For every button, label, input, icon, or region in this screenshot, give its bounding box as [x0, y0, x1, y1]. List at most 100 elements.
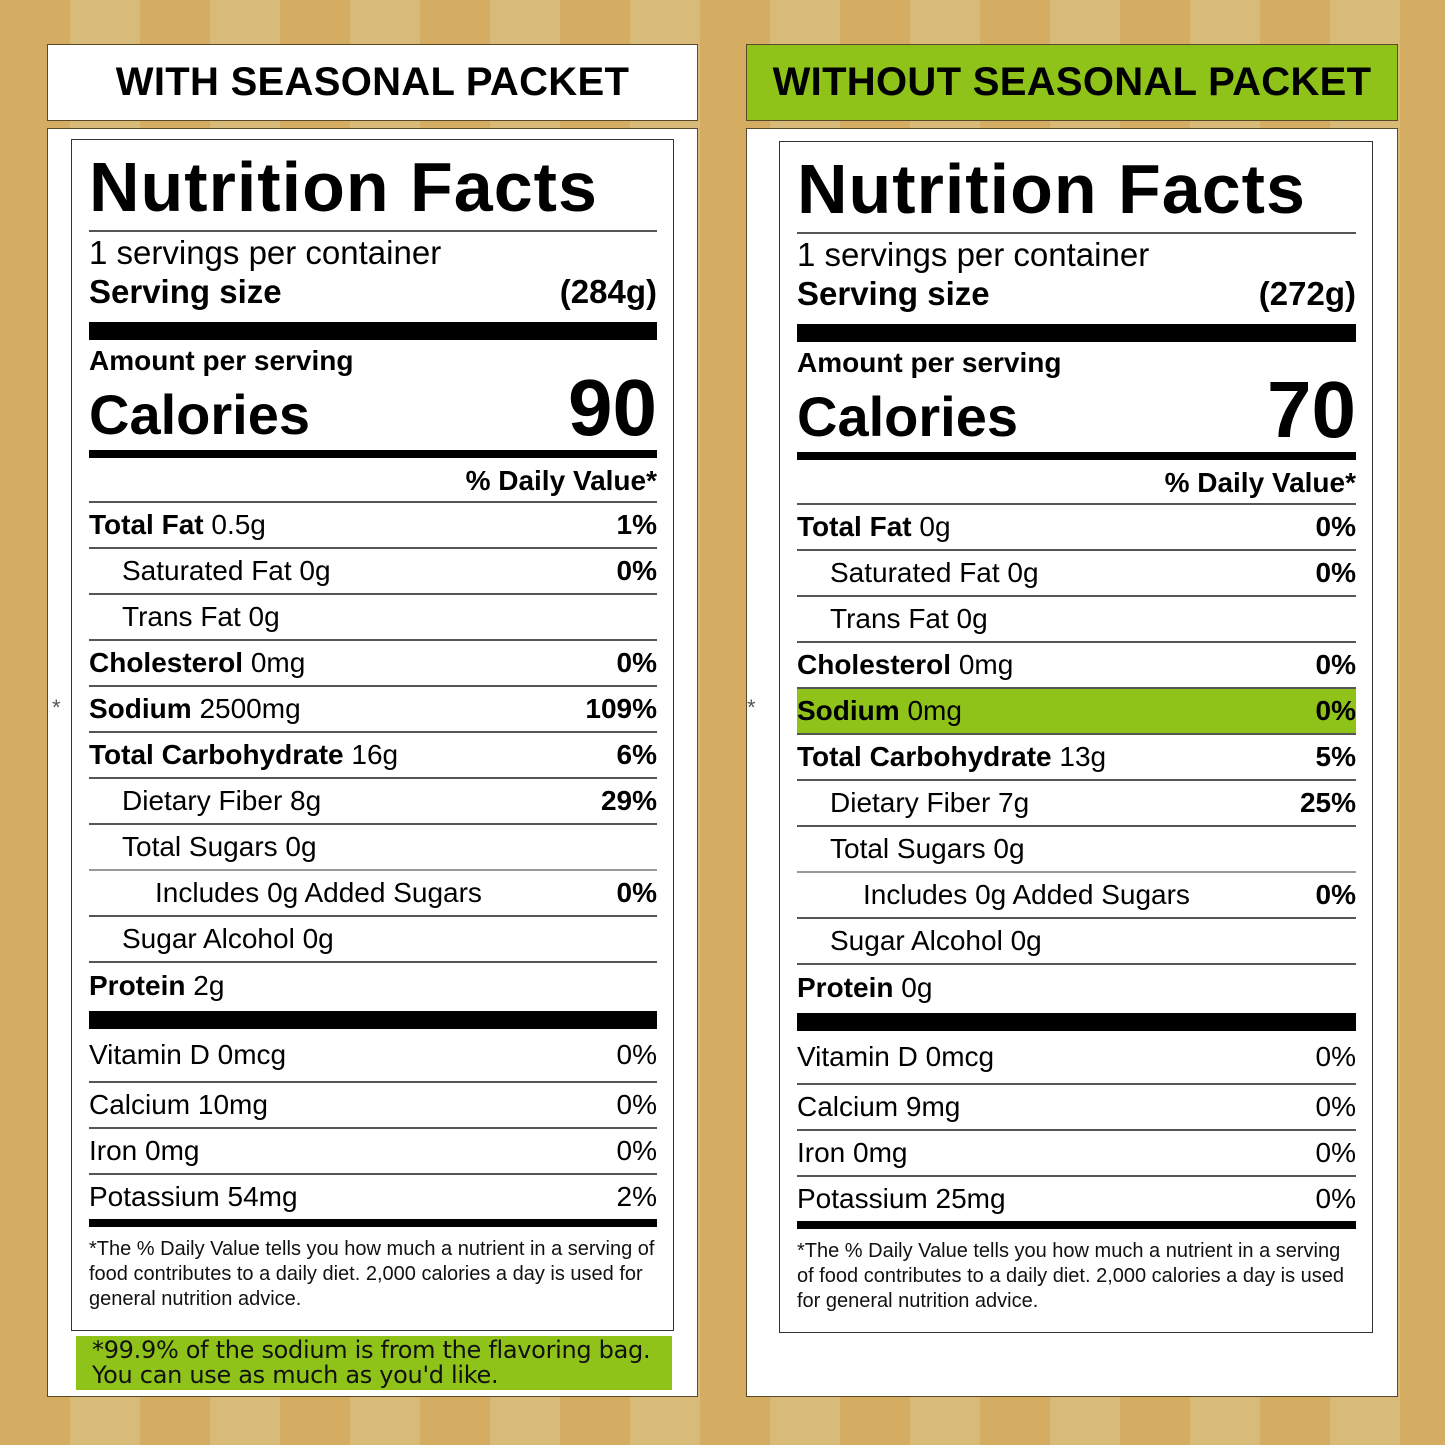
amount-per-serving: Amount per serving [89, 345, 354, 376]
row-sodium: Sodium 2500mg 109% [89, 687, 657, 733]
nutrient-name: Calcium 10mg [89, 1089, 268, 1120]
row-trans-fat: Trans Fat 0g [797, 597, 1356, 643]
row-potassium: Potassium 54mg 2% [89, 1175, 657, 1219]
nutrient-pct: 0% [1315, 557, 1356, 588]
nutrient-name: Protein [797, 972, 894, 1003]
nutrient-name: Cholesterol [89, 647, 244, 678]
row-saturated-fat: Saturated Fat 0g 0% [89, 549, 657, 595]
header-text: WITH SEASONAL PACKET [115, 60, 630, 104]
nutrition-label: Nutrition Facts 1 servings per container… [71, 139, 674, 1331]
calories-row: Calories 70 [797, 365, 1356, 454]
servings-per-container: 1 servings per container [797, 236, 1150, 273]
divider [797, 232, 1356, 234]
label-title: Nutrition Facts [797, 150, 1306, 228]
nutrient-name: Cholesterol [797, 649, 952, 680]
nutrient-pct: 2% [616, 1181, 657, 1212]
label-title: Nutrition Facts [89, 148, 598, 226]
nutrient-pct: 0% [1315, 649, 1356, 680]
panel-without-packet: * Nutrition Facts 1 servings per contain… [746, 128, 1398, 1397]
serving-size: Serving size (284g) [89, 272, 657, 312]
row-added-sugars: Includes 0g Added Sugars 0% [89, 871, 657, 917]
daily-value-footnote: *The % Daily Value tells you how much a … [89, 1238, 655, 1310]
row-calcium: Calcium 9mg 0% [797, 1085, 1356, 1131]
divider-thick [89, 322, 657, 340]
nutrient-name: Saturated Fat 0g [830, 557, 1039, 588]
calories-label: Calories [89, 383, 310, 446]
divider-thick [797, 324, 1356, 342]
row-sodium-highlighted: Sodium 0mg 0% [797, 689, 1356, 735]
nutrient-amount: 13g [1059, 741, 1107, 772]
serving-size-label: Serving size [797, 275, 990, 312]
nutrient-name: Trans Fat 0g [122, 601, 280, 632]
row-sugar-alcohol: Sugar Alcohol 0g [89, 917, 657, 963]
calories-value: 90 [568, 363, 657, 452]
row-calcium: Calcium 10mg 0% [89, 1083, 657, 1129]
nutrient-amount: 0mg [958, 649, 1014, 680]
row-protein: Protein 0g [797, 965, 1356, 1011]
daily-value-header: % Daily Value* [89, 461, 657, 503]
nutrient-pct: 0% [1315, 879, 1356, 910]
nutrient-amount: 0g [901, 972, 933, 1003]
row-dietary-fiber: Dietary Fiber 8g 29% [89, 779, 657, 825]
header-without-seasonal-packet: WITHOUT SEASONAL PACKET [746, 44, 1398, 121]
amount-per-serving: Amount per serving [797, 347, 1062, 378]
divider-medium [797, 452, 1356, 460]
nutrient-name: Sodium [89, 693, 192, 724]
row-iron: Iron 0mg 0% [89, 1129, 657, 1175]
nutrient-name: Potassium 54mg [89, 1181, 298, 1212]
serving-size: Serving size (272g) [797, 274, 1356, 314]
nutrient-pct: 0% [616, 877, 657, 908]
nutrient-amount: 2500mg [199, 693, 301, 724]
daily-value-header: % Daily Value* [797, 463, 1356, 505]
nutrient-pct: 0% [1315, 1091, 1356, 1122]
nutrient-name: Sodium [797, 695, 900, 726]
daily-value-footnote: *The % Daily Value tells you how much a … [797, 1240, 1345, 1312]
row-total-carbohydrate: Total Carbohydrate 16g 6% [89, 733, 657, 779]
nutrient-name: Total Carbohydrate [89, 739, 344, 770]
serving-size-value: (272g) [1258, 275, 1356, 312]
nutrient-amount: 0mg [907, 695, 962, 726]
nutrient-name: Vitamin D 0mcg [797, 1041, 995, 1072]
divider-medium [89, 1219, 657, 1227]
row-total-fat: Total Fat 0.5g 1% [89, 503, 657, 549]
calories-label: Calories [797, 385, 1018, 448]
sodium-note-line2: You can use as much as you'd like. [92, 1361, 499, 1389]
row-protein: Protein 2g [89, 963, 657, 1009]
row-sugar-alcohol: Sugar Alcohol 0g [797, 919, 1356, 965]
header-text: WITHOUT SEASONAL PACKET [772, 60, 1372, 104]
row-saturated-fat: Saturated Fat 0g 0% [797, 551, 1356, 597]
nutrient-name: Total Fat [89, 509, 204, 540]
nutrient-pct: 1% [616, 509, 657, 540]
nutrient-name: Sugar Alcohol 0g [122, 923, 334, 954]
divider-medium [89, 450, 657, 458]
nutrient-name: Includes 0g Added Sugars [863, 879, 1190, 910]
servings-per-container: 1 servings per container [89, 234, 442, 271]
nutrient-name: Iron 0mg [797, 1137, 908, 1168]
nutrient-name: Vitamin D 0mcg [89, 1039, 287, 1070]
nutrient-pct: 0% [616, 1039, 657, 1070]
nutrient-pct: 0% [616, 1135, 657, 1166]
nutrient-pct: 0% [1315, 1041, 1356, 1072]
nutrition-label: Nutrition Facts 1 servings per container… [779, 141, 1373, 1333]
nutrient-name: Total Carbohydrate [797, 741, 1052, 772]
row-total-sugars: Total Sugars 0g [797, 827, 1356, 873]
panel-with-packet: * Nutrition Facts 1 servings per contain… [47, 128, 698, 1397]
nutrient-pct: 29% [600, 785, 657, 816]
nutrient-pct: 0% [616, 647, 657, 678]
row-vitamin-d: Vitamin D 0mcg 0% [89, 1029, 657, 1083]
divider-medium [797, 1221, 1356, 1229]
nutrient-name: Includes 0g Added Sugars [155, 877, 482, 908]
nutrient-name: Total Sugars 0g [830, 833, 1025, 864]
calories-value: 70 [1267, 365, 1356, 454]
nutrient-name: Total Sugars 0g [122, 831, 317, 862]
nutrient-pct: 0% [1315, 1137, 1356, 1168]
nutrient-name: Potassium 25mg [797, 1183, 1006, 1214]
nutrient-pct: 0% [1315, 511, 1356, 542]
serving-size-value: (284g) [559, 273, 657, 310]
nutrient-amount: 0mg [250, 647, 306, 678]
row-total-sugars: Total Sugars 0g [89, 825, 657, 871]
row-vitamin-d: Vitamin D 0mcg 0% [797, 1031, 1356, 1085]
calories-row: Calories 90 [89, 363, 657, 452]
nutrient-name: Dietary Fiber 8g [122, 785, 322, 816]
serving-size-label: Serving size [89, 273, 282, 310]
